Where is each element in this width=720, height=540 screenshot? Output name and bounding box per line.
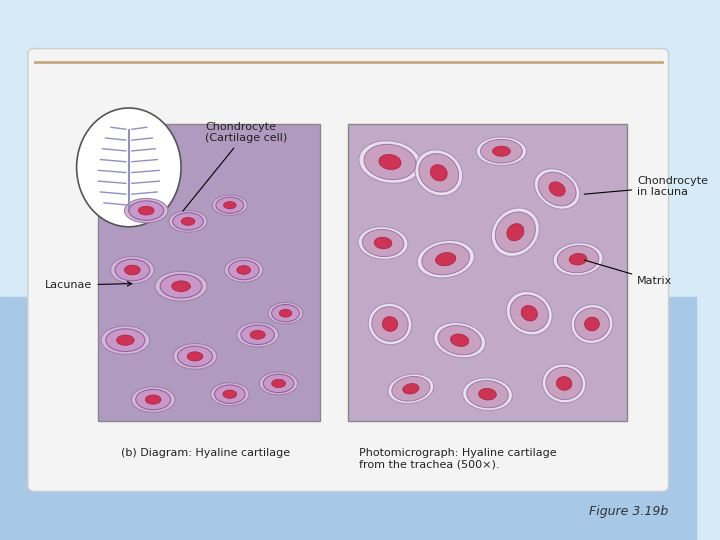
Bar [348,124,627,421]
Text: Photomicrograph: Hyaline cartilage
from the trachea (500×).: Photomicrograph: Hyaline cartilage from … [359,448,557,470]
Ellipse shape [125,199,168,223]
Ellipse shape [364,144,416,180]
Ellipse shape [212,195,247,215]
Ellipse shape [171,281,191,292]
Ellipse shape [187,352,203,361]
Ellipse shape [495,212,536,252]
Ellipse shape [129,201,163,220]
Ellipse shape [388,374,433,403]
Ellipse shape [358,227,408,259]
Ellipse shape [585,317,599,331]
Ellipse shape [542,364,586,403]
Ellipse shape [379,154,401,170]
Ellipse shape [160,274,202,298]
Ellipse shape [480,139,522,163]
Ellipse shape [115,259,150,281]
Ellipse shape [117,335,134,345]
Ellipse shape [225,258,263,282]
Ellipse shape [368,303,412,345]
Text: Lacunae: Lacunae [45,280,132,290]
Ellipse shape [451,334,469,347]
Ellipse shape [228,260,259,280]
Ellipse shape [382,316,397,332]
Ellipse shape [268,302,303,324]
Ellipse shape [173,213,203,230]
Ellipse shape [111,256,154,284]
Ellipse shape [106,329,145,352]
Ellipse shape [462,378,513,410]
Ellipse shape [571,305,613,343]
Ellipse shape [392,376,430,401]
Ellipse shape [402,383,419,394]
Text: Chondrocyte
in lacuna: Chondrocyte in lacuna [585,176,708,197]
Ellipse shape [491,208,539,256]
Bar [0,0,696,297]
Ellipse shape [538,172,576,206]
Ellipse shape [415,150,463,196]
FancyBboxPatch shape [28,49,669,491]
Ellipse shape [570,253,587,265]
Ellipse shape [216,197,244,213]
Ellipse shape [417,240,474,278]
Ellipse shape [372,307,408,341]
Ellipse shape [477,137,526,165]
Ellipse shape [557,376,572,390]
Ellipse shape [181,218,195,225]
Ellipse shape [237,266,251,274]
Ellipse shape [155,272,207,301]
Ellipse shape [178,346,212,367]
Ellipse shape [223,201,236,209]
Ellipse shape [136,389,171,410]
Ellipse shape [374,237,392,249]
Text: Figure 3.19b: Figure 3.19b [590,505,669,518]
Ellipse shape [145,395,161,404]
Ellipse shape [436,253,456,266]
Ellipse shape [211,383,249,406]
Ellipse shape [223,390,237,399]
Ellipse shape [271,379,285,388]
Bar [0,297,696,540]
Ellipse shape [138,206,154,215]
Ellipse shape [271,305,300,322]
Ellipse shape [549,182,565,196]
Bar [97,124,320,421]
Text: Matrix: Matrix [584,260,672,286]
Ellipse shape [132,387,175,413]
Ellipse shape [174,343,217,369]
Ellipse shape [362,230,404,256]
Ellipse shape [492,146,510,156]
Ellipse shape [433,322,485,358]
Ellipse shape [438,326,481,355]
Ellipse shape [264,374,294,393]
Ellipse shape [575,308,609,340]
Ellipse shape [534,169,580,209]
Ellipse shape [241,325,274,345]
Ellipse shape [279,309,292,317]
Ellipse shape [510,295,549,332]
Ellipse shape [237,323,279,347]
Ellipse shape [553,243,603,275]
Ellipse shape [557,246,599,273]
Text: (b) Diagram: Hyaline cartilage: (b) Diagram: Hyaline cartilage [121,448,290,458]
Ellipse shape [506,292,552,335]
Ellipse shape [521,306,537,321]
Ellipse shape [215,385,245,403]
Ellipse shape [250,330,265,339]
Text: Chondrocyte
(Cartilage cell): Chondrocyte (Cartilage cell) [183,122,288,211]
Ellipse shape [507,224,524,241]
Ellipse shape [359,141,421,183]
Ellipse shape [259,372,298,395]
Ellipse shape [479,388,496,400]
Ellipse shape [422,244,469,275]
Ellipse shape [76,108,181,227]
Ellipse shape [467,381,508,408]
Ellipse shape [419,153,459,192]
Ellipse shape [125,265,140,275]
Ellipse shape [169,211,207,232]
Ellipse shape [546,367,582,400]
Ellipse shape [431,165,447,181]
Ellipse shape [101,326,150,354]
